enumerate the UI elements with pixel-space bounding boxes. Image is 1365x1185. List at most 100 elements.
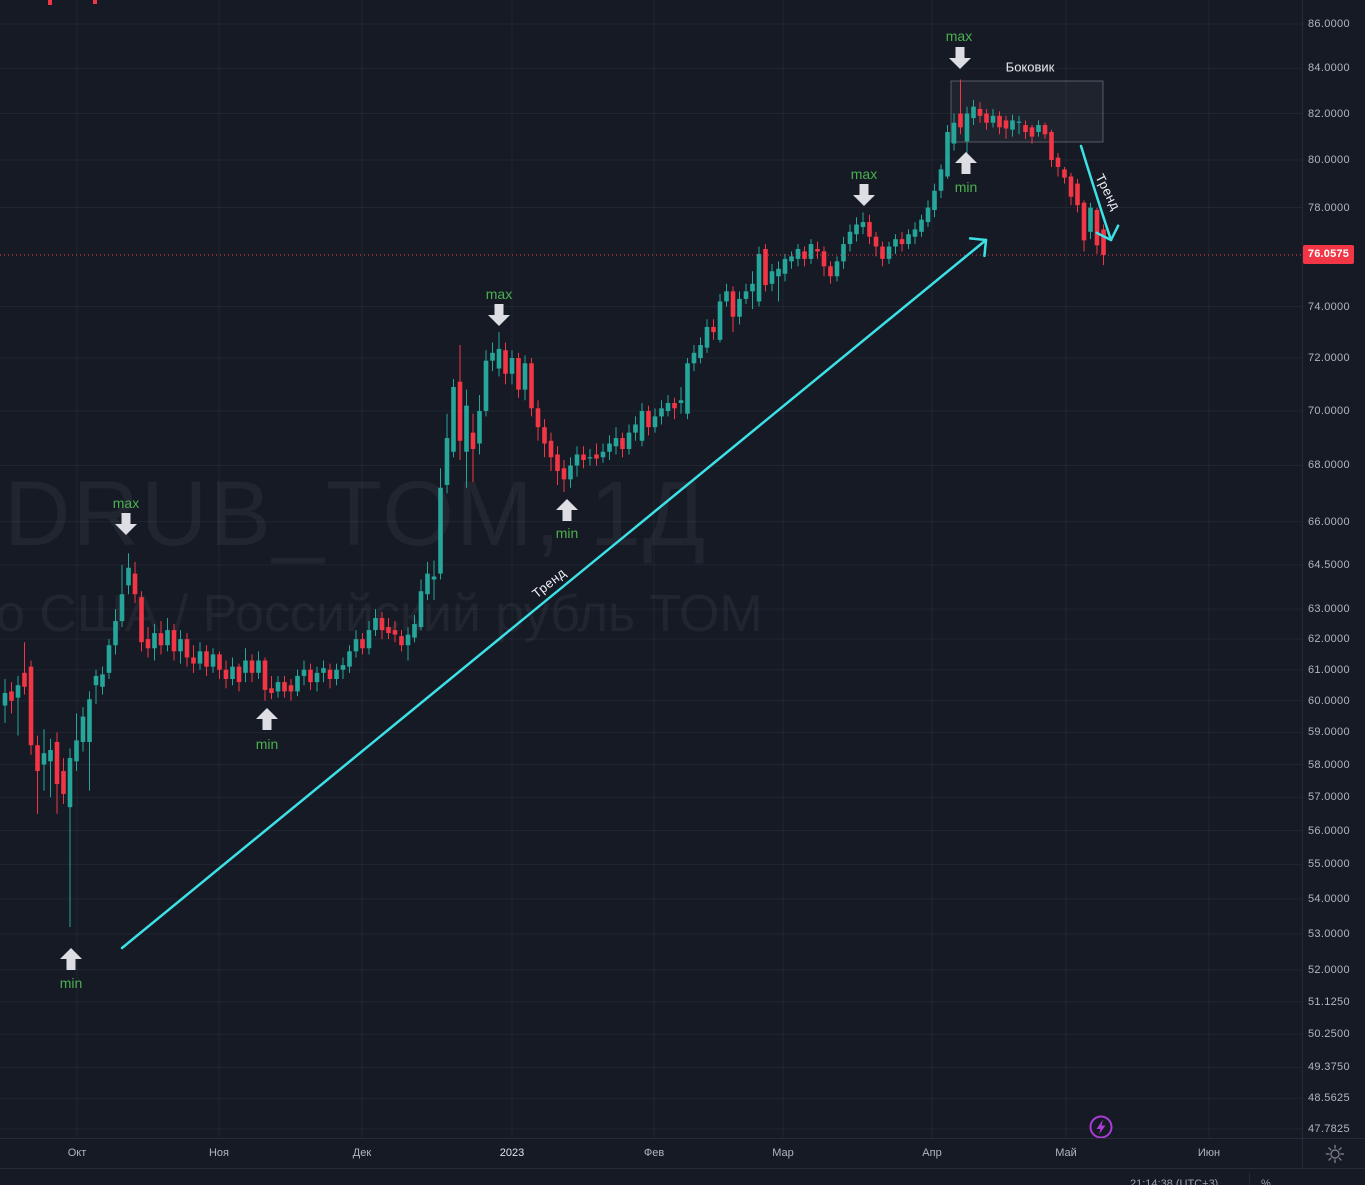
price-axis-label: 52.0000	[1308, 963, 1350, 976]
price-axis-label: 74.0000	[1308, 300, 1350, 313]
price-axis-label: 58.0000	[1308, 758, 1350, 771]
trend-down-arrowhead[interactable]	[1095, 231, 1113, 242]
max-arrow-icon[interactable]	[115, 513, 137, 535]
candle-body	[9, 691, 14, 701]
candle-body	[945, 131, 950, 177]
candle-body	[126, 567, 131, 586]
candle-body	[236, 666, 242, 683]
min-label[interactable]: min	[255, 736, 279, 752]
candle-body	[828, 266, 833, 277]
price-axis-label: 62.0000	[1308, 633, 1350, 646]
status-clock[interactable]: 21:14:38 (UTC+3)	[1130, 1178, 1219, 1185]
last-price-tag: 76.0575	[1303, 245, 1354, 265]
candle-body	[626, 432, 632, 449]
time-axis-border	[0, 1138, 1365, 1139]
candle-body	[1029, 127, 1035, 137]
candle-body	[61, 771, 66, 794]
candle-body	[496, 348, 502, 369]
toolbar-border	[0, 1168, 1365, 1169]
candle-body	[633, 424, 638, 433]
percent-scale-toggle[interactable]: %	[1261, 1178, 1271, 1185]
candle-body	[659, 408, 664, 417]
max-arrow-icon[interactable]	[488, 304, 510, 326]
max-label[interactable]: max	[850, 166, 878, 182]
candle-body	[366, 630, 372, 649]
price-axis-label: 78.0000	[1308, 201, 1350, 214]
trend-down-arrowhead[interactable]	[1109, 224, 1120, 242]
candle-body	[782, 258, 788, 274]
range-box-label[interactable]: Боковик	[1005, 59, 1055, 75]
axis-settings-icon[interactable]	[1330, 1149, 1340, 1159]
trend-up-arrowhead[interactable]	[983, 238, 988, 258]
candle-body	[620, 438, 625, 449]
min-arrow-icon[interactable]	[955, 152, 977, 174]
status-separator	[1249, 1173, 1250, 1185]
candle-body	[639, 411, 645, 441]
candle-body	[815, 248, 820, 252]
candle-body	[158, 633, 164, 646]
candle-body	[80, 716, 86, 742]
candle-body	[165, 630, 170, 646]
candle-body	[672, 402, 677, 409]
lightning-bolt-glyph	[1096, 1119, 1106, 1135]
min-arrow-icon[interactable]	[556, 499, 578, 521]
price-axis-label: 57.0000	[1308, 791, 1350, 804]
price-axis-label: 64.5000	[1308, 558, 1350, 571]
axis-settings-icon-ray	[1328, 1157, 1332, 1161]
price-axis-label: 82.0000	[1308, 107, 1350, 120]
min-arrow-icon[interactable]	[256, 708, 278, 730]
candle-body	[711, 326, 716, 333]
candle-body	[451, 386, 456, 452]
trend-down-line[interactable]	[1079, 144, 1113, 242]
candle-body	[717, 301, 723, 340]
candle-body	[139, 597, 144, 643]
trend-up-line[interactable]	[120, 238, 988, 950]
candle-body	[470, 432, 476, 449]
candle-body	[529, 363, 534, 409]
max-arrow-icon[interactable]	[853, 184, 875, 206]
time-axis-label: Окт	[67, 1147, 87, 1159]
candle-body	[997, 115, 1002, 128]
candle-body	[301, 669, 307, 676]
candle-body	[1094, 209, 1100, 246]
candle-body	[74, 740, 79, 762]
price-axis-label: 48.5625	[1308, 1092, 1350, 1105]
candle-body	[353, 639, 359, 652]
min-label[interactable]: min	[59, 975, 83, 991]
candle-body	[548, 440, 554, 458]
candle-body	[334, 669, 339, 679]
candle-body	[769, 271, 775, 284]
candle-body	[776, 268, 781, 277]
candle-body	[665, 402, 671, 412]
price-axis-border	[1302, 0, 1303, 1168]
candle-body	[685, 363, 690, 414]
candle-body	[581, 454, 586, 460]
time-axis-label: Апр	[922, 1147, 942, 1159]
candle-body	[35, 745, 40, 772]
candle-body	[763, 248, 768, 286]
candle-body	[418, 591, 424, 628]
candle-body	[568, 465, 573, 480]
candle-body	[509, 358, 515, 374]
price-axis-label: 66.0000	[1308, 515, 1350, 528]
max-arrow-icon[interactable]	[949, 47, 971, 69]
candle-body	[152, 633, 157, 649]
candle-body	[678, 400, 684, 403]
candle-body	[1068, 176, 1074, 197]
candle-body	[503, 350, 508, 374]
candle-body	[392, 630, 398, 635]
top-edge-mark	[48, 0, 52, 5]
min-arrow-icon[interactable]	[60, 948, 82, 970]
trend-up-arrowhead[interactable]	[968, 237, 988, 242]
min-label[interactable]: min	[954, 179, 978, 195]
candle-body	[756, 253, 762, 302]
candle-body	[860, 222, 866, 227]
axis-settings-icon-ray	[1338, 1157, 1342, 1161]
max-label[interactable]: max	[945, 28, 973, 44]
max-label[interactable]: max	[485, 286, 513, 302]
max-label[interactable]: max	[112, 495, 140, 511]
min-label[interactable]: min	[555, 525, 579, 541]
candle-body	[100, 674, 105, 687]
